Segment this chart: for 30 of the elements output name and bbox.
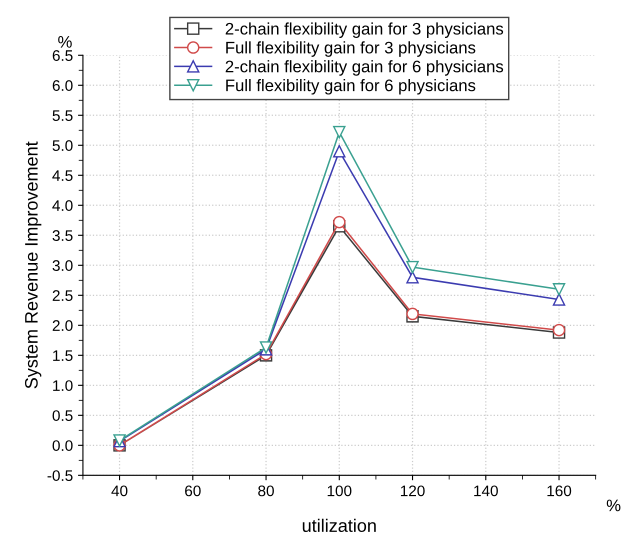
y-tick-label: 5.5 (52, 110, 73, 121)
y-tick-label: 3.5 (52, 230, 73, 241)
y-tick-label: 6.0 (52, 80, 73, 91)
y-tick-label: 2.0 (52, 320, 73, 331)
text: % (606, 500, 620, 512)
x-tick-label: 80 (258, 485, 274, 496)
y-tick-label: 0.0 (52, 440, 73, 452)
x-tick-label: 100 (328, 485, 352, 496)
y-tick-label: 3.0 (52, 260, 73, 271)
x-tick-label: 60 (185, 485, 201, 496)
legend-label: Full flexibility gain for 3 physicians (226, 41, 476, 57)
y-tick-label: 6.5 (52, 50, 73, 61)
y-tick-label: 5.0 (52, 140, 73, 151)
y-tick-label: 1.5 (53, 350, 73, 362)
x-tick-label: 160 (547, 485, 572, 496)
y-axis-title: System Revenue Improvement (24, 142, 42, 388)
y-tick-label: 1.0 (53, 380, 73, 392)
x-tick-label: 140 (474, 485, 498, 496)
legend-label: Full flexibility gain for 6 physicians (226, 79, 476, 95)
legend-label: 2-chain flexibility gain for 3 physicians (226, 22, 504, 38)
x-tick-label: 120 (400, 485, 425, 496)
text: % (58, 36, 72, 48)
y-tick-label: 2.5 (52, 290, 73, 301)
y-tick-label: -0.5 (48, 470, 73, 482)
legend-label: 2-chain flexibility gain for 6 physicians (226, 60, 504, 76)
x-tick-label: 40 (111, 485, 128, 496)
y-tick-label: 0.5 (52, 410, 73, 422)
y-tick-label: 4.5 (52, 170, 73, 181)
x-axis-title: utilization (302, 518, 376, 532)
y-tick-label: 4.0 (52, 200, 73, 211)
